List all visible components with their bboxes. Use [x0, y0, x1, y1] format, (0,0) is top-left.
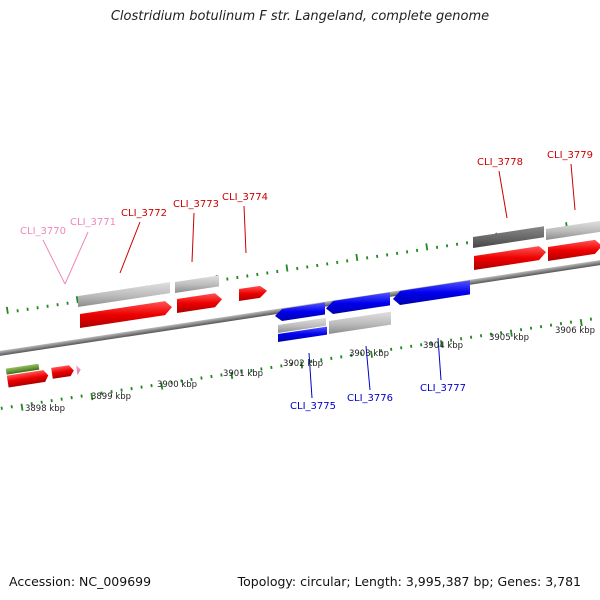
gene-label-cli-3779[interactable]: CLI_3779 — [547, 150, 593, 211]
gene-cli-3775-lower[interactable] — [278, 326, 327, 342]
gene-callouts: CLI_3770 CLI_3771 CLI_3772 CLI_3773CLI_3774… — [20, 150, 593, 412]
svg-text:CLI_3770: CLI_3770 — [20, 226, 66, 237]
gene-cli-3774[interactable] — [239, 285, 267, 301]
gene-label-cli-3778[interactable]: CLI_3778 — [477, 157, 523, 219]
svg-text:CLI_3775: CLI_3775 — [290, 401, 336, 412]
gene-label-cli-3770[interactable]: CLI_3770 — [20, 226, 66, 285]
forward-gene-pseudo[interactable] — [76, 365, 81, 376]
kbp-label: 3902 kbp — [283, 359, 323, 369]
svg-text:CLI_3773: CLI_3773 — [173, 199, 219, 210]
gene-label-cli-3773[interactable]: CLI_3773 — [173, 199, 219, 263]
gene-cli-3779[interactable] — [548, 239, 600, 261]
svg-text:CLI_3776: CLI_3776 — [347, 393, 393, 404]
gene-cli-3775-upper[interactable] — [275, 302, 325, 321]
forward-gene-small[interactable] — [51, 365, 74, 379]
gene-label-cli-3777[interactable]: CLI_3777 — [420, 337, 466, 394]
svg-text:CLI_3772: CLI_3772 — [121, 208, 167, 219]
forward-gene-green[interactable] — [5, 363, 40, 375]
gene-cli-3777[interactable] — [393, 280, 470, 305]
svg-text:CLI_3777: CLI_3777 — [420, 383, 466, 394]
rna-feature-4[interactable] — [278, 317, 326, 333]
kbp-label: 3899 kbp — [91, 392, 131, 402]
kbp-label: 3904 kbp — [423, 341, 463, 351]
svg-text:CLI_3771: CLI_3771 — [70, 217, 116, 228]
scale-labels: 3898 kbp 3899 kbp 3900 kbp 3901 kbp 3902 kbp… — [25, 326, 595, 414]
kbp-label: 3903 kbp — [349, 349, 389, 359]
gene-cli-3776[interactable] — [326, 292, 390, 314]
kbp-label: 3906 kbp — [555, 326, 595, 336]
rna-feature-3[interactable] — [546, 220, 600, 240]
rna-feature-dark[interactable] — [473, 226, 544, 248]
gene-label-cli-3774[interactable]: CLI_3774 — [222, 192, 268, 254]
gene-label-cli-3772[interactable]: CLI_3772 — [119, 208, 167, 274]
topology-text: Topology: circular; Length: 3,995,387 bp… — [237, 574, 581, 589]
gene-cli-3773[interactable] — [177, 293, 222, 313]
forward-gene-left-edge[interactable] — [6, 369, 49, 388]
rna-feature-5[interactable] — [329, 311, 391, 334]
kbp-label: 3900 kbp — [157, 380, 197, 390]
svg-text:CLI_3778: CLI_3778 — [477, 157, 523, 168]
kbp-label: 3898 kbp — [25, 404, 65, 414]
gene-label-cli-3775[interactable]: CLI_3775 — [290, 352, 336, 412]
svg-text:CLI_3779: CLI_3779 — [547, 150, 593, 161]
gene-cli-3772[interactable] — [80, 301, 172, 328]
gene-label-cli-3776[interactable]: CLI_3776 — [347, 345, 393, 404]
kbp-label: 3905 kbp — [489, 333, 529, 343]
rna-feature-1[interactable] — [78, 282, 170, 307]
reverse-scale-ticks — [0, 315, 600, 411]
rna-feature-2[interactable] — [175, 275, 219, 293]
gene-cli-3778[interactable] — [474, 246, 546, 270]
map-title: Clostridium botulinum F str. Langeland, … — [110, 9, 490, 24]
svg-text:CLI_3774: CLI_3774 — [222, 192, 268, 203]
kbp-label: 3901 kbp — [223, 369, 263, 379]
accession-text: Accession: NC_009699 — [9, 574, 152, 589]
gene-label-cli-3771[interactable]: CLI_3771 — [64, 217, 116, 285]
